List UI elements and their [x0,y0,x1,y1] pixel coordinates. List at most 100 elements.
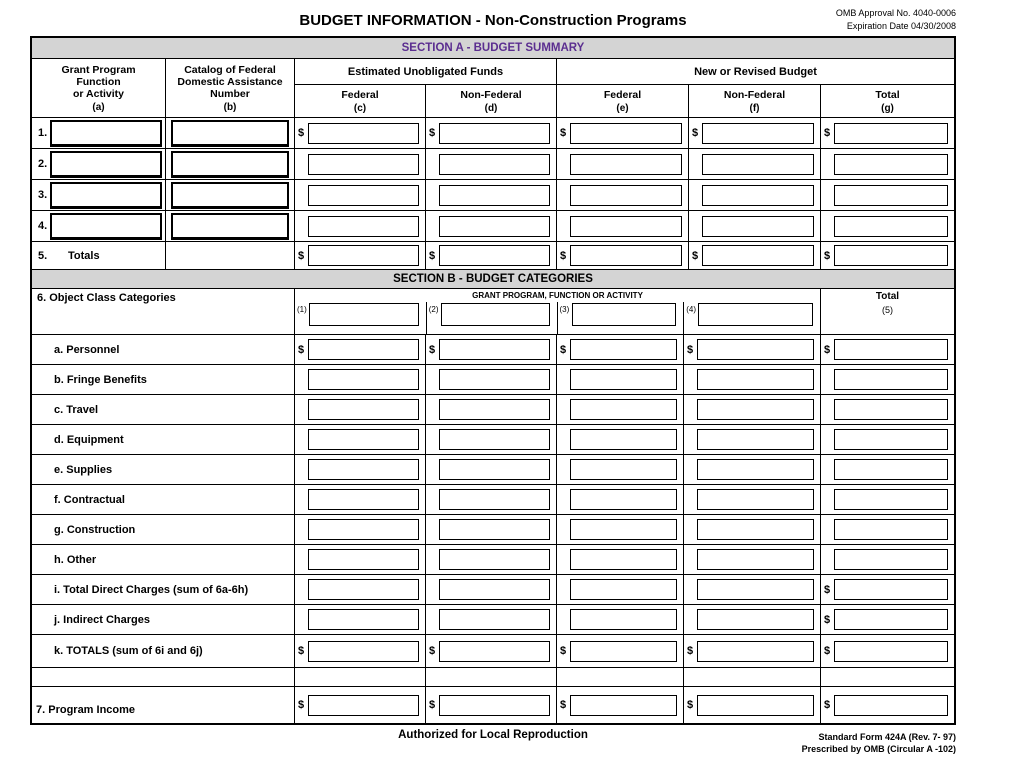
sb-program-income-4-input[interactable] [697,694,814,716]
sa-r4-e-input[interactable] [570,215,682,237]
col-4-label: (4) [686,305,697,314]
sa-r5-g-input[interactable] [834,245,948,266]
sb-indirect-4-input[interactable] [697,609,814,630]
sa-r2-a-input[interactable] [50,150,162,178]
sb-equipment-3-input[interactable] [570,429,677,450]
sa-r5-d-input[interactable] [439,245,550,266]
sb-travel-2-input[interactable] [439,399,550,420]
sb-program-income-2-input[interactable] [439,694,550,716]
sb-program-income-1-input[interactable] [308,694,419,716]
sa-r1-b-input[interactable] [171,119,289,147]
sb-supplies-5-input[interactable] [834,459,948,480]
sb-construction-3-input[interactable] [570,519,677,540]
sb-total-direct-1-input[interactable] [308,579,419,600]
sb-construction-1-input[interactable] [308,519,419,540]
sa-r5-e-input[interactable] [570,245,682,266]
sb-indirect-3-input[interactable] [570,609,677,630]
sa-r3-e-input[interactable] [570,184,682,206]
sb-supplies-3-input[interactable] [570,459,677,480]
sa-r3-c-input[interactable] [308,184,419,206]
sb-equipment-4-input[interactable] [697,429,814,450]
sa-r4-g-input[interactable] [834,215,948,237]
sb-total-direct-5-input[interactable] [834,579,948,600]
sa-r3-f-input[interactable] [702,184,814,206]
sb-total-direct-3-input[interactable] [570,579,677,600]
sa-r1-e-input[interactable] [570,122,682,144]
sb-travel-1-input[interactable] [308,399,419,420]
sb-total-direct-2-input[interactable] [439,579,550,600]
sb-travel-4-input[interactable] [697,399,814,420]
sa-r1-g-input[interactable] [834,122,948,144]
sb-equipment-5-input[interactable] [834,429,948,450]
sb-fringe-5-input[interactable] [834,369,948,390]
sb-supplies-1-input[interactable] [308,459,419,480]
sb-construction-5-input[interactable] [834,519,948,540]
sb-totals-1-input[interactable] [308,640,419,662]
sa-r4-c-input[interactable] [308,215,419,237]
sa-r1-c-input[interactable] [308,122,419,144]
sb-personnel-1-input[interactable] [308,339,419,360]
sa-r3-b-input[interactable] [171,181,289,209]
sa-r2-d-input[interactable] [439,153,550,175]
sb-other-1-input[interactable] [308,549,419,570]
sa-r1-f-input[interactable] [702,122,814,144]
sb-other-2-input[interactable] [439,549,550,570]
sb-equipment-1-input[interactable] [308,429,419,450]
sa-r2-b-input[interactable] [171,150,289,178]
sb-totals-3-input[interactable] [570,640,677,662]
sb-travel-3-input[interactable] [570,399,677,420]
sb-indirect-1-input[interactable] [308,609,419,630]
sb-program-1-input[interactable] [309,303,419,326]
sa-r5-f-input[interactable] [702,245,814,266]
sb-construction-2-input[interactable] [439,519,550,540]
sb-totals-5-input[interactable] [834,640,948,662]
sb-indirect-2-input[interactable] [439,609,550,630]
totals-row: 5. Totals $ $ $ $ $ [32,242,954,270]
sb-program-income-5-input[interactable] [834,694,948,716]
sb-fringe-4-input[interactable] [697,369,814,390]
sb-program-4-input[interactable] [698,303,813,326]
sb-equipment-2-input[interactable] [439,429,550,450]
sb-program-3-input[interactable] [571,303,677,326]
sa-r4-b-input[interactable] [171,212,289,240]
sb-indirect-5-input[interactable] [834,609,948,630]
sa-r5-c-input[interactable] [308,245,419,266]
sa-r3-g-input[interactable] [834,184,948,206]
sb-supplies-4-input[interactable] [697,459,814,480]
sb-personnel-5-input[interactable] [834,339,948,360]
sa-r1-a-input[interactable] [50,119,162,147]
table-row: j. Indirect Charges $ [32,605,954,635]
sa-r4-f-input[interactable] [702,215,814,237]
sa-r2-g-input[interactable] [834,153,948,175]
sa-r4-a-input[interactable] [50,212,162,240]
sb-other-5-input[interactable] [834,549,948,570]
sb-contractual-2-input[interactable] [439,489,550,510]
sb-contractual-4-input[interactable] [697,489,814,510]
sb-other-4-input[interactable] [697,549,814,570]
sb-other-3-input[interactable] [570,549,677,570]
sa-r3-a-input[interactable] [50,181,162,209]
sb-fringe-2-input[interactable] [439,369,550,390]
sb-personnel-2-input[interactable] [439,339,550,360]
sb-total-direct-4-input[interactable] [697,579,814,600]
sb-totals-2-input[interactable] [439,640,550,662]
sa-r1-d-input[interactable] [439,122,550,144]
sb-contractual-3-input[interactable] [570,489,677,510]
sb-personnel-3-input[interactable] [570,339,677,360]
sa-r3-d-input[interactable] [439,184,550,206]
sa-r2-c-input[interactable] [308,153,419,175]
sb-program-income-3-input[interactable] [570,694,677,716]
sb-travel-5-input[interactable] [834,399,948,420]
sa-r2-f-input[interactable] [702,153,814,175]
sa-r4-d-input[interactable] [439,215,550,237]
sb-totals-4-input[interactable] [697,640,814,662]
sb-personnel-4-input[interactable] [697,339,814,360]
sb-program-2-input[interactable] [440,303,550,326]
sa-r2-e-input[interactable] [570,153,682,175]
sb-contractual-1-input[interactable] [308,489,419,510]
sb-construction-4-input[interactable] [697,519,814,540]
sb-supplies-2-input[interactable] [439,459,550,480]
sb-contractual-5-input[interactable] [834,489,948,510]
sb-fringe-3-input[interactable] [570,369,677,390]
sb-fringe-1-input[interactable] [308,369,419,390]
